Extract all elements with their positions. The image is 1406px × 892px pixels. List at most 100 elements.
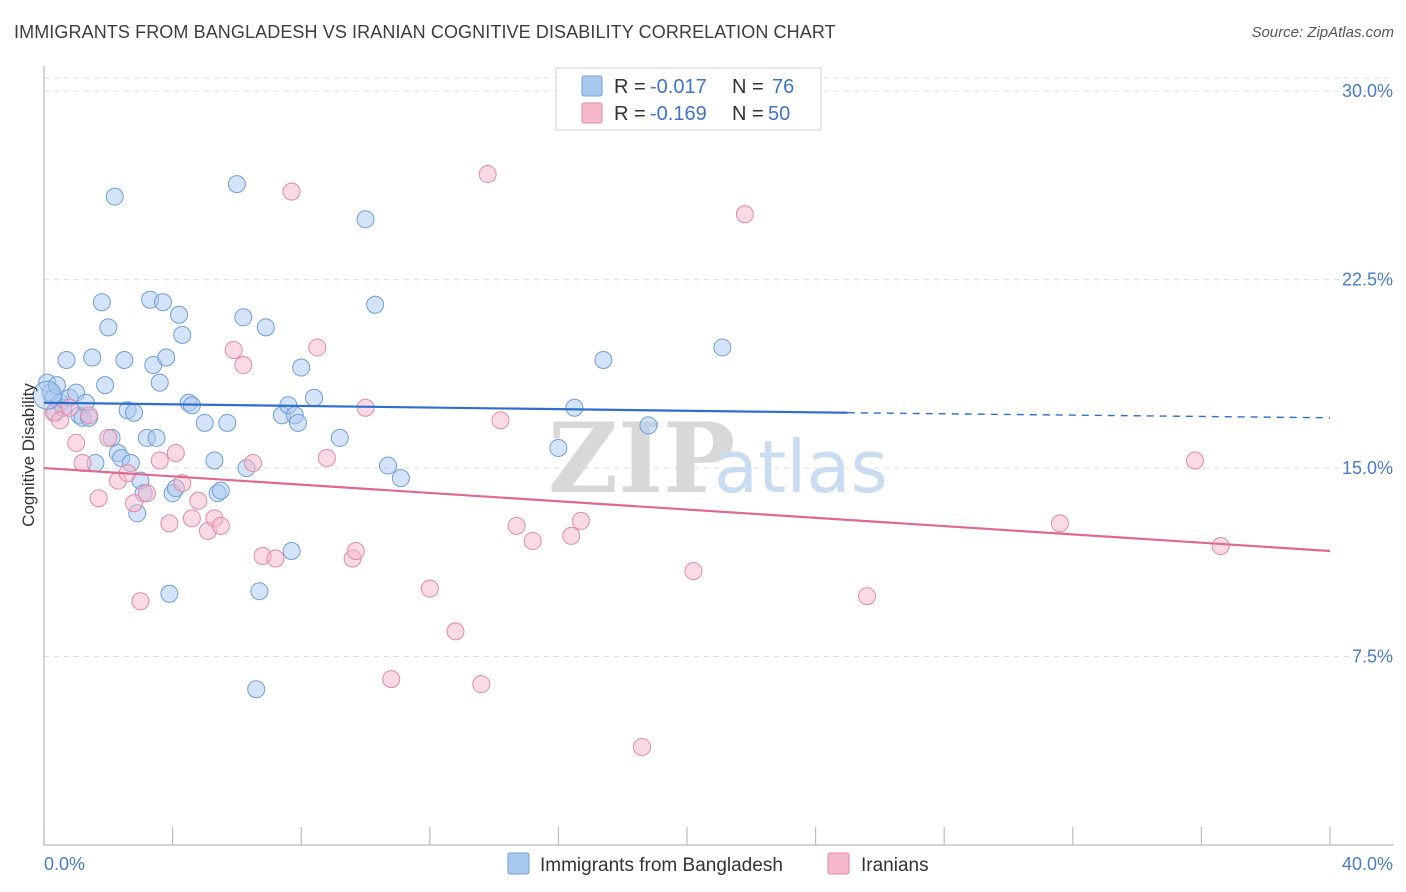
point-iranians [211, 516, 230, 535]
point-iranians [308, 338, 327, 357]
point-iranians [89, 489, 108, 508]
data-points [32, 165, 1230, 756]
y-tick-labels: 7.5% 15.0% 22.5% 30.0% [1342, 81, 1393, 666]
point-iranians [137, 484, 156, 503]
point-iranians [160, 514, 179, 533]
point-bangladesh [125, 403, 144, 422]
source-note: Source: ZipAtlas.com [1251, 24, 1394, 41]
point-bangladesh [83, 348, 102, 367]
point-bangladesh [250, 582, 269, 601]
point-bangladesh [391, 469, 410, 488]
bottom-legend-label-iranians: Iranians [861, 855, 929, 876]
point-bangladesh [639, 416, 658, 435]
y-tick-label: 22.5% [1342, 270, 1393, 290]
point-bangladesh [57, 351, 76, 370]
point-bangladesh [105, 187, 124, 206]
point-bangladesh [150, 373, 169, 392]
point-iranians [571, 511, 590, 530]
trend-lines [43, 401, 1331, 553]
y-axis-label: Cognitive Disability [19, 383, 38, 527]
point-iranians [80, 406, 99, 425]
x-tick-labels: 0.0% 40.0% [44, 854, 1393, 874]
point-bangladesh [211, 481, 230, 500]
point-iranians [858, 587, 877, 606]
point-iranians [166, 443, 185, 462]
bottom-legend-swatch-iranians [827, 852, 850, 875]
point-bangladesh [170, 305, 189, 324]
trend-line-bangladesh [43, 401, 848, 414]
point-iranians [562, 526, 581, 545]
point-bangladesh [247, 680, 266, 699]
legend-r-value-2: -0.169 [650, 103, 707, 125]
y-tick-label: 7.5% [1352, 647, 1393, 667]
legend-r-value-1: -0.017 [650, 76, 707, 98]
point-iranians [189, 491, 208, 510]
point-bangladesh [153, 293, 172, 312]
point-iranians [1211, 536, 1230, 555]
trend-line-bangladesh-extension [847, 412, 1331, 419]
watermark: ZIP atlas [548, 402, 888, 515]
x-tick-label: 0.0% [44, 854, 85, 874]
point-iranians [173, 474, 192, 493]
point-iranians [382, 670, 401, 689]
series-legend: Immigrants from Bangladesh Iranians [507, 852, 929, 876]
point-iranians [73, 454, 92, 473]
point-iranians [234, 356, 253, 375]
axes [43, 66, 1394, 846]
point-iranians [224, 340, 243, 359]
legend-n-value-1: 76 [772, 76, 794, 98]
point-iranians [632, 737, 651, 756]
legend-n-value-2: 50 [768, 103, 790, 125]
point-bangladesh [256, 318, 275, 337]
point-bangladesh [594, 351, 613, 370]
bottom-legend-label-bangladesh: Immigrants from Bangladesh [540, 855, 783, 876]
point-bangladesh [218, 413, 237, 432]
watermark-zip: ZIP [548, 402, 735, 515]
point-bangladesh [173, 325, 192, 344]
legend-swatch-iranians [581, 102, 603, 124]
point-bangladesh [99, 318, 118, 337]
point-iranians [1050, 514, 1069, 533]
point-iranians [282, 182, 301, 201]
legend-r-label-1: R = [614, 76, 646, 98]
point-bangladesh [379, 456, 398, 475]
point-bangladesh [92, 293, 111, 312]
point-iranians [60, 398, 79, 417]
y-tick-label: 30.0% [1342, 81, 1393, 101]
point-bangladesh [713, 338, 732, 357]
point-bangladesh [234, 308, 253, 327]
point-bangladesh [96, 376, 115, 395]
point-iranians [684, 562, 703, 581]
point-bangladesh [305, 388, 324, 407]
point-bangladesh [157, 348, 176, 367]
point-iranians [472, 675, 491, 694]
point-bangladesh [147, 428, 166, 447]
point-iranians [67, 433, 86, 452]
point-iranians [150, 451, 169, 470]
bottom-legend-swatch-bangladesh [507, 852, 530, 875]
point-iranians [51, 411, 70, 430]
point-iranians [182, 509, 201, 528]
legend-n-label-2: N = [732, 103, 764, 125]
point-iranians [125, 494, 144, 513]
point-iranians [99, 428, 118, 447]
legend-swatch-bangladesh [581, 75, 603, 97]
point-bangladesh [160, 584, 179, 603]
legend-r-label-2: R = [614, 103, 646, 125]
point-iranians [478, 165, 497, 184]
point-iranians [266, 549, 285, 568]
point-bangladesh [356, 210, 375, 229]
point-iranians [523, 531, 542, 550]
point-bangladesh [366, 295, 385, 314]
watermark-atlas: atlas [714, 425, 888, 509]
point-bangladesh [565, 398, 584, 417]
point-iranians [446, 622, 465, 641]
point-bangladesh [227, 175, 246, 194]
point-iranians [507, 516, 526, 535]
point-iranians [420, 579, 439, 598]
chart-title: IMMIGRANTS FROM BANGLADESH VS IRANIAN CO… [14, 22, 836, 42]
point-bangladesh [282, 541, 301, 560]
y-tick-label: 15.0% [1342, 458, 1393, 478]
point-bangladesh [292, 358, 311, 377]
